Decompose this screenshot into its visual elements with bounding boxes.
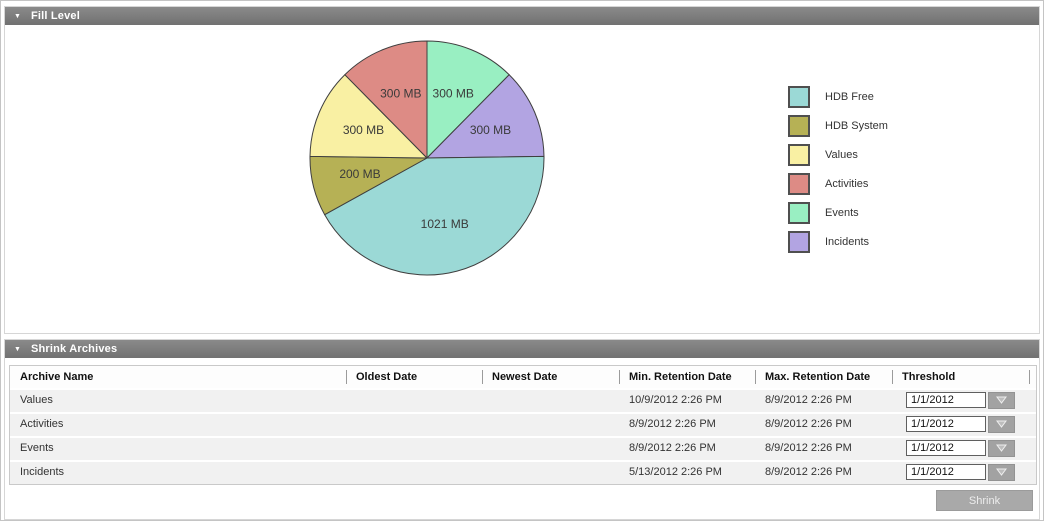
legend-item-events: Events: [788, 202, 888, 224]
cell-max-retention: 8/9/2012 2:26 PM: [765, 466, 852, 478]
cell-max-retention: 8/9/2012 2:26 PM: [765, 442, 852, 454]
button-bar: Shrink: [936, 490, 1033, 511]
pie-slice-label-events: 300 MB: [433, 86, 474, 100]
cell-min-retention: 5/13/2012 2:26 PM: [629, 466, 722, 478]
legend-swatch-icon: [788, 144, 810, 166]
threshold-dropdown-button[interactable]: [988, 415, 1015, 433]
column-header-min-retention: Min. Retention Date: [619, 366, 755, 388]
threshold-combobox: 1/1/2012: [906, 415, 1015, 433]
threshold-input[interactable]: 1/1/2012: [906, 392, 986, 408]
shrink-archives-header[interactable]: ▼ Shrink Archives: [5, 340, 1039, 358]
legend-label: HDB System: [825, 120, 888, 132]
threshold-input[interactable]: 1/1/2012: [906, 416, 986, 432]
cell-archive-name: Activities: [20, 418, 64, 430]
cell-newest-date: [482, 460, 619, 484]
table-row: Events 8/9/2012 2:26 PM 8/9/2012 2:26 PM…: [10, 436, 1036, 460]
legend-item-activities: Activities: [788, 173, 888, 195]
dropdown-arrow-icon: [996, 396, 1007, 404]
cell-archive-name: Events: [20, 442, 54, 454]
cell-oldest-date: [346, 412, 482, 436]
pie-slice-events: [426, 40, 510, 159]
cell-newest-date: [482, 436, 619, 460]
collapse-triangle-icon: ▼: [14, 12, 21, 20]
legend-swatch-icon: [788, 115, 810, 137]
fill-level-body: 300 MB 300 MB 1021 MB 200 MB 300 MB 300 MB HD…: [5, 25, 1039, 333]
cell-oldest-date: [346, 388, 482, 412]
column-header-max-retention: Max. Retention Date: [755, 366, 892, 388]
legend-label: Events: [825, 207, 859, 219]
shrink-archives-table: Archive Name Oldest Date Newest Date Min…: [9, 365, 1037, 485]
threshold-dropdown-button[interactable]: [988, 463, 1015, 481]
threshold-combobox: 1/1/2012: [906, 463, 1015, 481]
threshold-combobox: 1/1/2012: [906, 439, 1015, 457]
legend-label: Activities: [825, 178, 869, 190]
table-row: Activities 8/9/2012 2:26 PM 8/9/2012 2:2…: [10, 412, 1036, 436]
table-row: Incidents 5/13/2012 2:26 PM 8/9/2012 2:2…: [10, 460, 1036, 484]
legend-item-hdb-free: HDB Free: [788, 86, 888, 108]
threshold-dropdown-button[interactable]: [988, 439, 1015, 457]
cell-threshold: 1/1/2012: [892, 412, 1036, 436]
cell-threshold: 1/1/2012: [892, 436, 1036, 460]
cell-newest-date: [482, 388, 619, 412]
pie-slice-activities: [344, 40, 428, 159]
cell-threshold: 1/1/2012: [892, 460, 1036, 484]
legend-item-hdb-system: HDB System: [788, 115, 888, 137]
pie-slice-hdb-free: [324, 155, 545, 276]
threshold-dropdown-button[interactable]: [988, 391, 1015, 409]
pie-legend: HDB Free HDB System Values Activities Events…: [788, 86, 888, 260]
dropdown-arrow-icon: [996, 468, 1007, 476]
pie-slice-label-activities: 300 MB: [380, 86, 421, 100]
threshold-combobox: 1/1/2012: [906, 391, 1015, 409]
pie-slice-values: [309, 74, 428, 159]
cell-archive-name: Values: [20, 394, 53, 406]
cell-oldest-date: [346, 436, 482, 460]
pie-slice-label-hdb-system: 200 MB: [339, 167, 380, 181]
cell-max-retention: 8/9/2012 2:26 PM: [765, 418, 852, 430]
legend-item-values: Values: [788, 144, 888, 166]
threshold-input[interactable]: 1/1/2012: [906, 440, 986, 456]
cell-min-retention: 10/9/2012 2:26 PM: [629, 394, 722, 406]
table-body: Values 10/9/2012 2:26 PM 8/9/2012 2:26 P…: [10, 388, 1036, 484]
cell-archive-name: Incidents: [20, 466, 65, 478]
pie-slice-label-incidents: 300 MB: [470, 123, 511, 137]
shrink-archives-body: Archive Name Oldest Date Newest Date Min…: [5, 358, 1039, 519]
cell-min-retention: 8/9/2012 2:26 PM: [629, 442, 716, 454]
shrink-archives-title: Shrink Archives: [30, 343, 118, 355]
legend-label: Values: [825, 149, 858, 161]
collapse-triangle-icon: ▼: [14, 345, 21, 353]
dropdown-arrow-icon: [996, 444, 1007, 452]
legend-swatch-icon: [788, 173, 810, 195]
fill-level-header[interactable]: ▼ Fill Level: [5, 7, 1039, 25]
legend-swatch-icon: [788, 86, 810, 108]
threshold-input[interactable]: 1/1/2012: [906, 464, 986, 480]
legend-item-incidents: Incidents: [788, 231, 888, 253]
column-header-newest-date: Newest Date: [482, 366, 619, 388]
shrink-archives-panel: ▼ Shrink Archives Archive Name Oldest Da…: [4, 339, 1040, 520]
cell-threshold: 1/1/2012: [892, 388, 1036, 412]
fill-level-panel: ▼ Fill Level 300 MB 300 MB 1021 MB 200 MB 30…: [4, 6, 1040, 334]
pie-slice-label-values: 300 MB: [343, 123, 384, 137]
cell-newest-date: [482, 412, 619, 436]
cell-oldest-date: [346, 460, 482, 484]
fill-level-pie-chart: 300 MB 300 MB 1021 MB 200 MB 300 MB 300 MB: [309, 40, 545, 276]
column-header-oldest-date: Oldest Date: [346, 366, 482, 388]
legend-swatch-icon: [788, 231, 810, 253]
cell-min-retention: 8/9/2012 2:26 PM: [629, 418, 716, 430]
dropdown-arrow-icon: [996, 420, 1007, 428]
column-header-archive-name: Archive Name: [20, 371, 94, 383]
legend-swatch-icon: [788, 202, 810, 224]
legend-label: Incidents: [825, 236, 870, 248]
pie-slice-incidents: [426, 74, 545, 159]
table-row: Values 10/9/2012 2:26 PM 8/9/2012 2:26 P…: [10, 388, 1036, 412]
fill-level-title: Fill Level: [30, 10, 81, 22]
legend-label: HDB Free: [825, 91, 874, 103]
pie-slice-label-hdb-free: 1021 MB: [421, 217, 469, 231]
table-header-row: Archive Name Oldest Date Newest Date Min…: [10, 366, 1036, 388]
shrink-button[interactable]: Shrink: [936, 490, 1033, 511]
column-header-threshold: Threshold: [892, 366, 1036, 388]
cell-max-retention: 8/9/2012 2:26 PM: [765, 394, 852, 406]
